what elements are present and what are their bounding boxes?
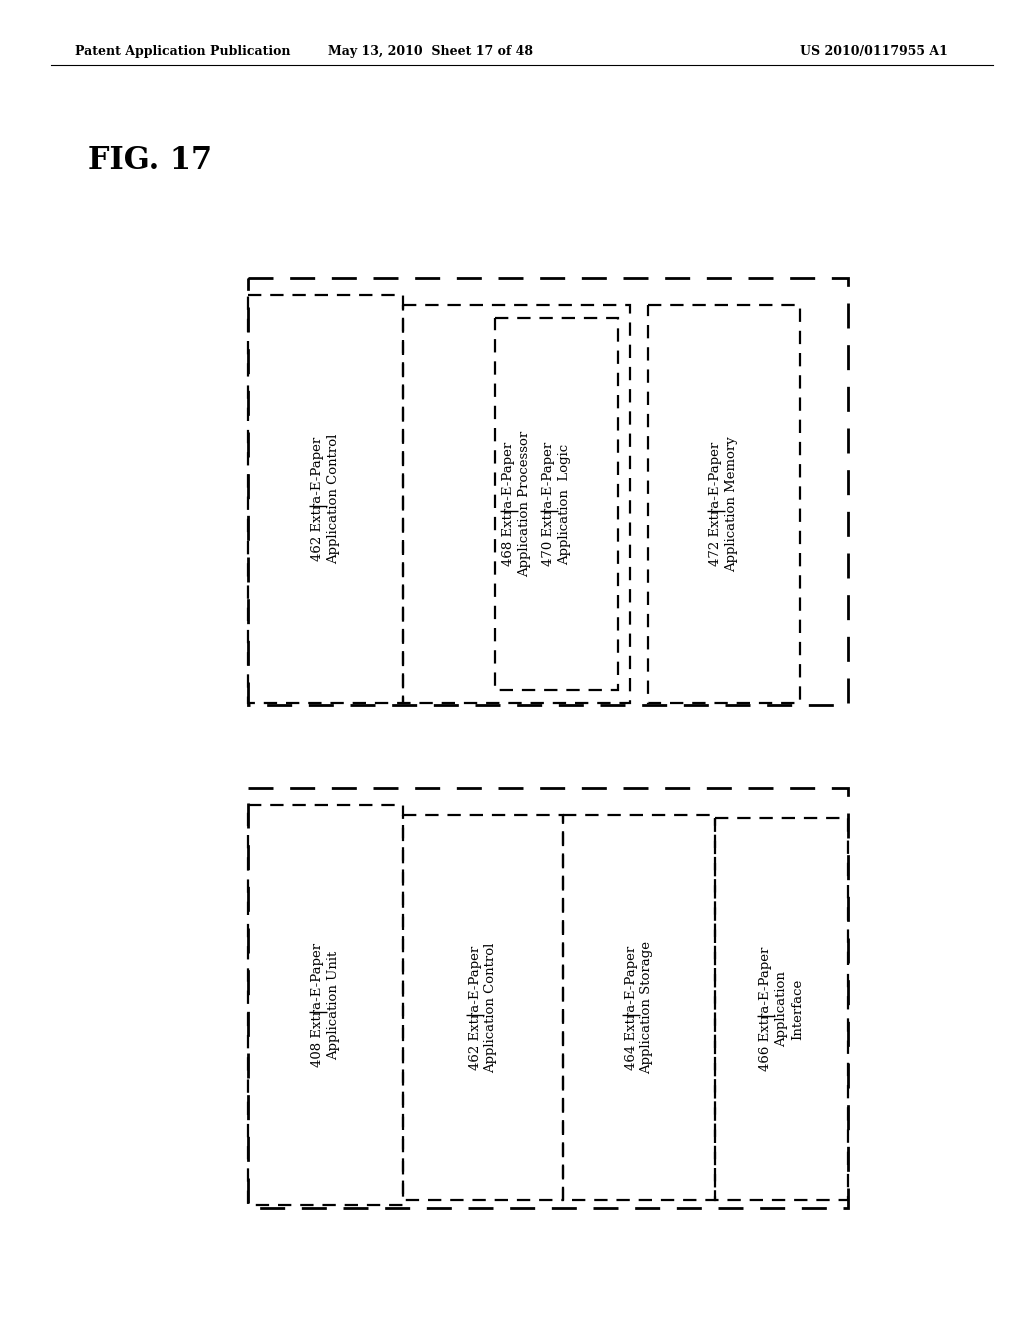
Text: Application Unit: Application Unit xyxy=(327,950,340,1060)
Text: 462 Extra-E-Paper: 462 Extra-E-Paper xyxy=(311,437,324,561)
Bar xyxy=(248,279,848,705)
Bar xyxy=(563,814,715,1200)
Text: Interface: Interface xyxy=(791,978,804,1040)
Text: Application Control: Application Control xyxy=(327,434,340,564)
Text: Application  Logic: Application Logic xyxy=(558,444,571,565)
Text: 472 Extra-E-Paper: 472 Extra-E-Paper xyxy=(710,442,723,566)
Text: Patent Application Publication: Patent Application Publication xyxy=(75,45,291,58)
Text: Application Processor: Application Processor xyxy=(518,430,531,577)
Text: 464 Extra-E-Paper: 464 Extra-E-Paper xyxy=(625,945,638,1069)
Text: Application Storage: Application Storage xyxy=(640,941,653,1074)
Bar xyxy=(715,818,848,1200)
Bar xyxy=(495,318,618,690)
Text: 408 Extra-E-Paper: 408 Extra-E-Paper xyxy=(311,942,324,1067)
Text: 468 Extra-E-Paper: 468 Extra-E-Paper xyxy=(502,442,515,566)
Text: US 2010/0117955 A1: US 2010/0117955 A1 xyxy=(800,45,948,58)
Text: Application Memory: Application Memory xyxy=(725,436,738,572)
Text: FIG. 17: FIG. 17 xyxy=(88,145,212,176)
Bar xyxy=(248,788,848,1208)
Text: Application Control: Application Control xyxy=(484,942,498,1073)
Text: 462 Extra-E-Paper: 462 Extra-E-Paper xyxy=(469,945,481,1069)
Bar xyxy=(648,305,800,704)
Bar xyxy=(248,294,403,704)
Text: May 13, 2010  Sheet 17 of 48: May 13, 2010 Sheet 17 of 48 xyxy=(328,45,532,58)
Text: 470 Extra-E-Paper: 470 Extra-E-Paper xyxy=(542,442,555,566)
Bar xyxy=(403,814,563,1200)
Text: Application: Application xyxy=(775,972,788,1047)
Bar xyxy=(403,305,630,704)
Text: 466 Extra-E-Paper: 466 Extra-E-Paper xyxy=(759,946,772,1072)
Bar xyxy=(248,805,403,1205)
